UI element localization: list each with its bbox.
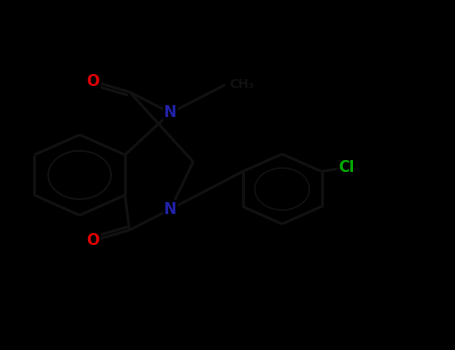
Text: O: O: [86, 74, 100, 89]
Text: CH₃: CH₃: [230, 78, 255, 91]
Text: O: O: [86, 233, 100, 248]
Text: Cl: Cl: [339, 161, 354, 175]
Text: N: N: [164, 202, 177, 217]
Text: N: N: [164, 105, 177, 120]
